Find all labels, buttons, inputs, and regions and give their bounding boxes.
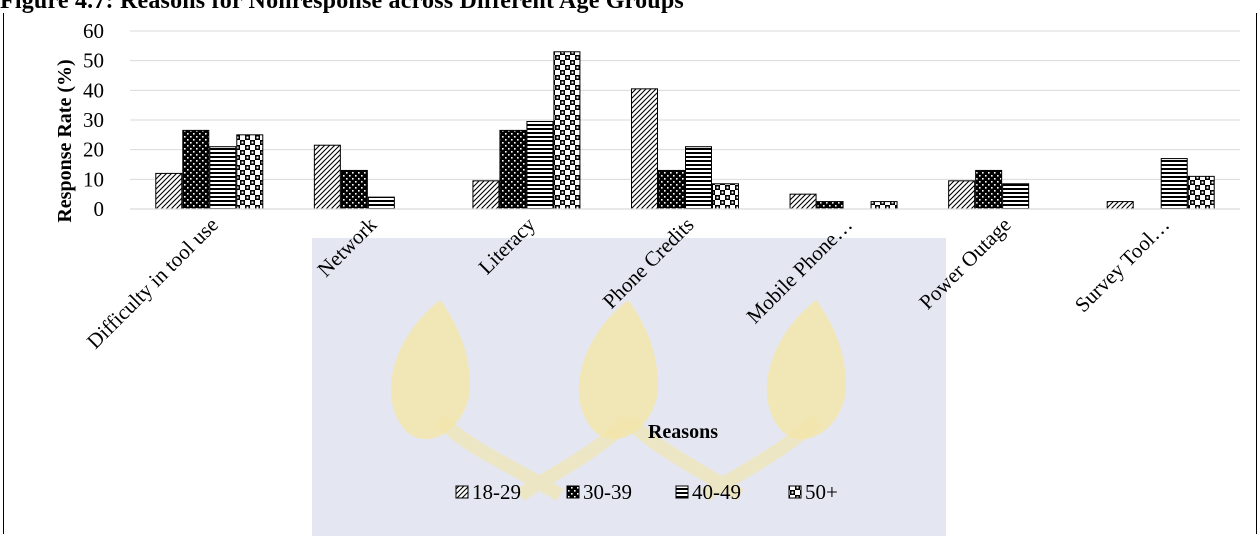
category-label: Difficulty in tool use bbox=[82, 213, 223, 354]
legend-swatch-40-49 bbox=[675, 485, 689, 499]
y-tick-label: 40 bbox=[83, 78, 104, 102]
bar-40-49-1 bbox=[367, 196, 395, 210]
bar-40-49-3 bbox=[685, 146, 712, 210]
y-axis-title: Response Rate (%) bbox=[54, 59, 76, 222]
bar-40-49-6 bbox=[1160, 158, 1188, 210]
bar-50+-3 bbox=[712, 183, 739, 210]
bar-40-49-5 bbox=[1002, 183, 1030, 210]
bar-50+-4 bbox=[870, 201, 898, 210]
bars bbox=[155, 51, 1215, 210]
bar-18-29-3 bbox=[631, 88, 658, 210]
bar-40-49-0 bbox=[209, 146, 237, 210]
bar-30-39-3 bbox=[658, 169, 685, 210]
chart-frame bbox=[3, 13, 1257, 534]
y-tick-label: 0 bbox=[94, 197, 105, 221]
bar-18-29-6 bbox=[1106, 201, 1134, 210]
bar-18-29-5 bbox=[948, 180, 976, 210]
bar-30-39-5 bbox=[975, 169, 1003, 210]
figure-title: Figure 4.7: Reasons for Nonresponse acro… bbox=[0, 0, 684, 14]
legend: 18-29 30-39 40-49 50+ bbox=[455, 480, 838, 504]
y-tick-labels: 0 10 20 30 40 50 60 bbox=[83, 19, 104, 221]
legend-swatch-50+ bbox=[788, 485, 802, 499]
bar-18-29-4 bbox=[789, 193, 817, 210]
bar-18-29-0 bbox=[155, 172, 183, 210]
bar-50+-6 bbox=[1187, 175, 1215, 210]
legend-label: 30-39 bbox=[583, 480, 632, 504]
bar-30-39-0 bbox=[182, 129, 210, 210]
bar-30-39-4 bbox=[816, 201, 844, 210]
legend-swatch-30-39 bbox=[566, 485, 580, 499]
y-tick-label: 60 bbox=[83, 19, 104, 43]
bar-30-39-1 bbox=[340, 169, 368, 210]
y-tick-label: 50 bbox=[83, 49, 104, 73]
y-tick-label: 10 bbox=[83, 167, 104, 191]
y-tick-label: 30 bbox=[83, 108, 104, 132]
bar-30-39-2 bbox=[499, 129, 527, 210]
watermark-emblem bbox=[312, 238, 946, 536]
bar-50+-2 bbox=[553, 51, 581, 210]
legend-label: 40-49 bbox=[692, 480, 741, 504]
y-tick-label: 20 bbox=[83, 138, 104, 162]
legend-label: 18-29 bbox=[472, 480, 521, 504]
category-label: Survey Tool… bbox=[1070, 213, 1174, 317]
bar-18-29-2 bbox=[472, 180, 500, 210]
bar-50+-0 bbox=[236, 134, 264, 210]
legend-label: 50+ bbox=[805, 480, 838, 504]
x-axis-title: Reasons bbox=[648, 421, 718, 443]
legend-swatch-18-29 bbox=[455, 485, 469, 499]
bar-40-49-2 bbox=[526, 120, 554, 210]
bar-18-29-1 bbox=[313, 144, 341, 210]
